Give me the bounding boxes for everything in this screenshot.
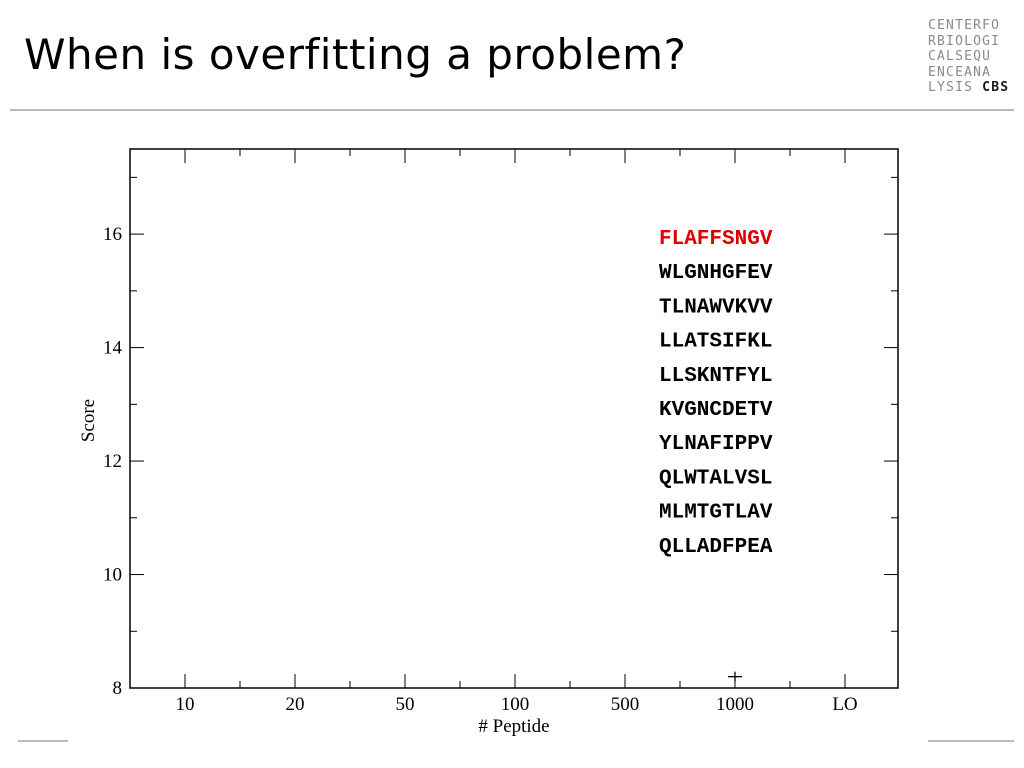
logo-line: CALSEQU (928, 49, 992, 64)
y-tick-label: 12 (103, 451, 122, 472)
y-tick-label: 16 (103, 224, 122, 245)
x-axis-label: # Peptide (478, 716, 549, 737)
footer-divider-right (928, 740, 1014, 742)
x-tick-label: 10 (176, 694, 195, 715)
x-tick-label: 100 (501, 694, 530, 715)
peptide-label: FLAFFSNGV (659, 228, 773, 251)
logo-strong: CBS (982, 80, 1010, 95)
footer-divider-left (18, 740, 68, 742)
peptide-label: KVGNCDETV (659, 399, 773, 422)
y-tick-labels: 8 10 12 14 16 (103, 224, 123, 699)
logo-line: LYSIS (928, 80, 974, 95)
cbs-logo: CENTERFO RBIOLOGI CALSEQU ENCEANA LYSIS … (928, 18, 1009, 96)
data-point (728, 671, 742, 682)
x-tick-label: 1000 (716, 694, 754, 715)
y-tick-label: 14 (103, 338, 123, 359)
peptide-label: YLNAFIPPV (659, 433, 773, 456)
data-points (728, 671, 742, 682)
y-axis-label: Score (78, 399, 99, 442)
peptide-label: TLNAWVKVV (659, 296, 773, 319)
logo-line: CENTERFO (928, 18, 1001, 33)
x-tick-label: 500 (611, 694, 640, 715)
y-tick-label: 10 (103, 565, 122, 586)
logo-line: ENCEANA (928, 64, 992, 80)
peptide-label: MLMTGTLAV (659, 502, 773, 525)
peptide-label: QLLADFPEA (659, 536, 773, 559)
logo-line: RBIOLOGI (928, 33, 1001, 49)
axis-ticks (130, 149, 898, 689)
x-tick-labels: 10 20 50 100 500 1000 LO (176, 694, 858, 715)
peptide-label: QLWTALVSL (659, 467, 772, 490)
peptide-list: FLAFFSNGV WLGNHGFEV TLNAWVKVV LLATSIFKL LLSK… (659, 228, 773, 559)
peptide-label: WLGNHGFEV (659, 262, 773, 285)
y-tick-label: 8 (113, 678, 123, 699)
peptide-label: LLSKNTFYL (659, 365, 772, 388)
plot-frame (129, 148, 899, 689)
logo-line-last: LYSIS CBS (928, 80, 1009, 96)
x-tick-label: 50 (396, 694, 415, 715)
slide-title: When is overfitting a problem? (24, 30, 687, 79)
title-divider (10, 109, 1014, 111)
x-tick-label: 20 (286, 694, 305, 715)
peptide-label: LLATSIFKL (659, 331, 772, 354)
x-tick-label: LO (832, 694, 857, 715)
